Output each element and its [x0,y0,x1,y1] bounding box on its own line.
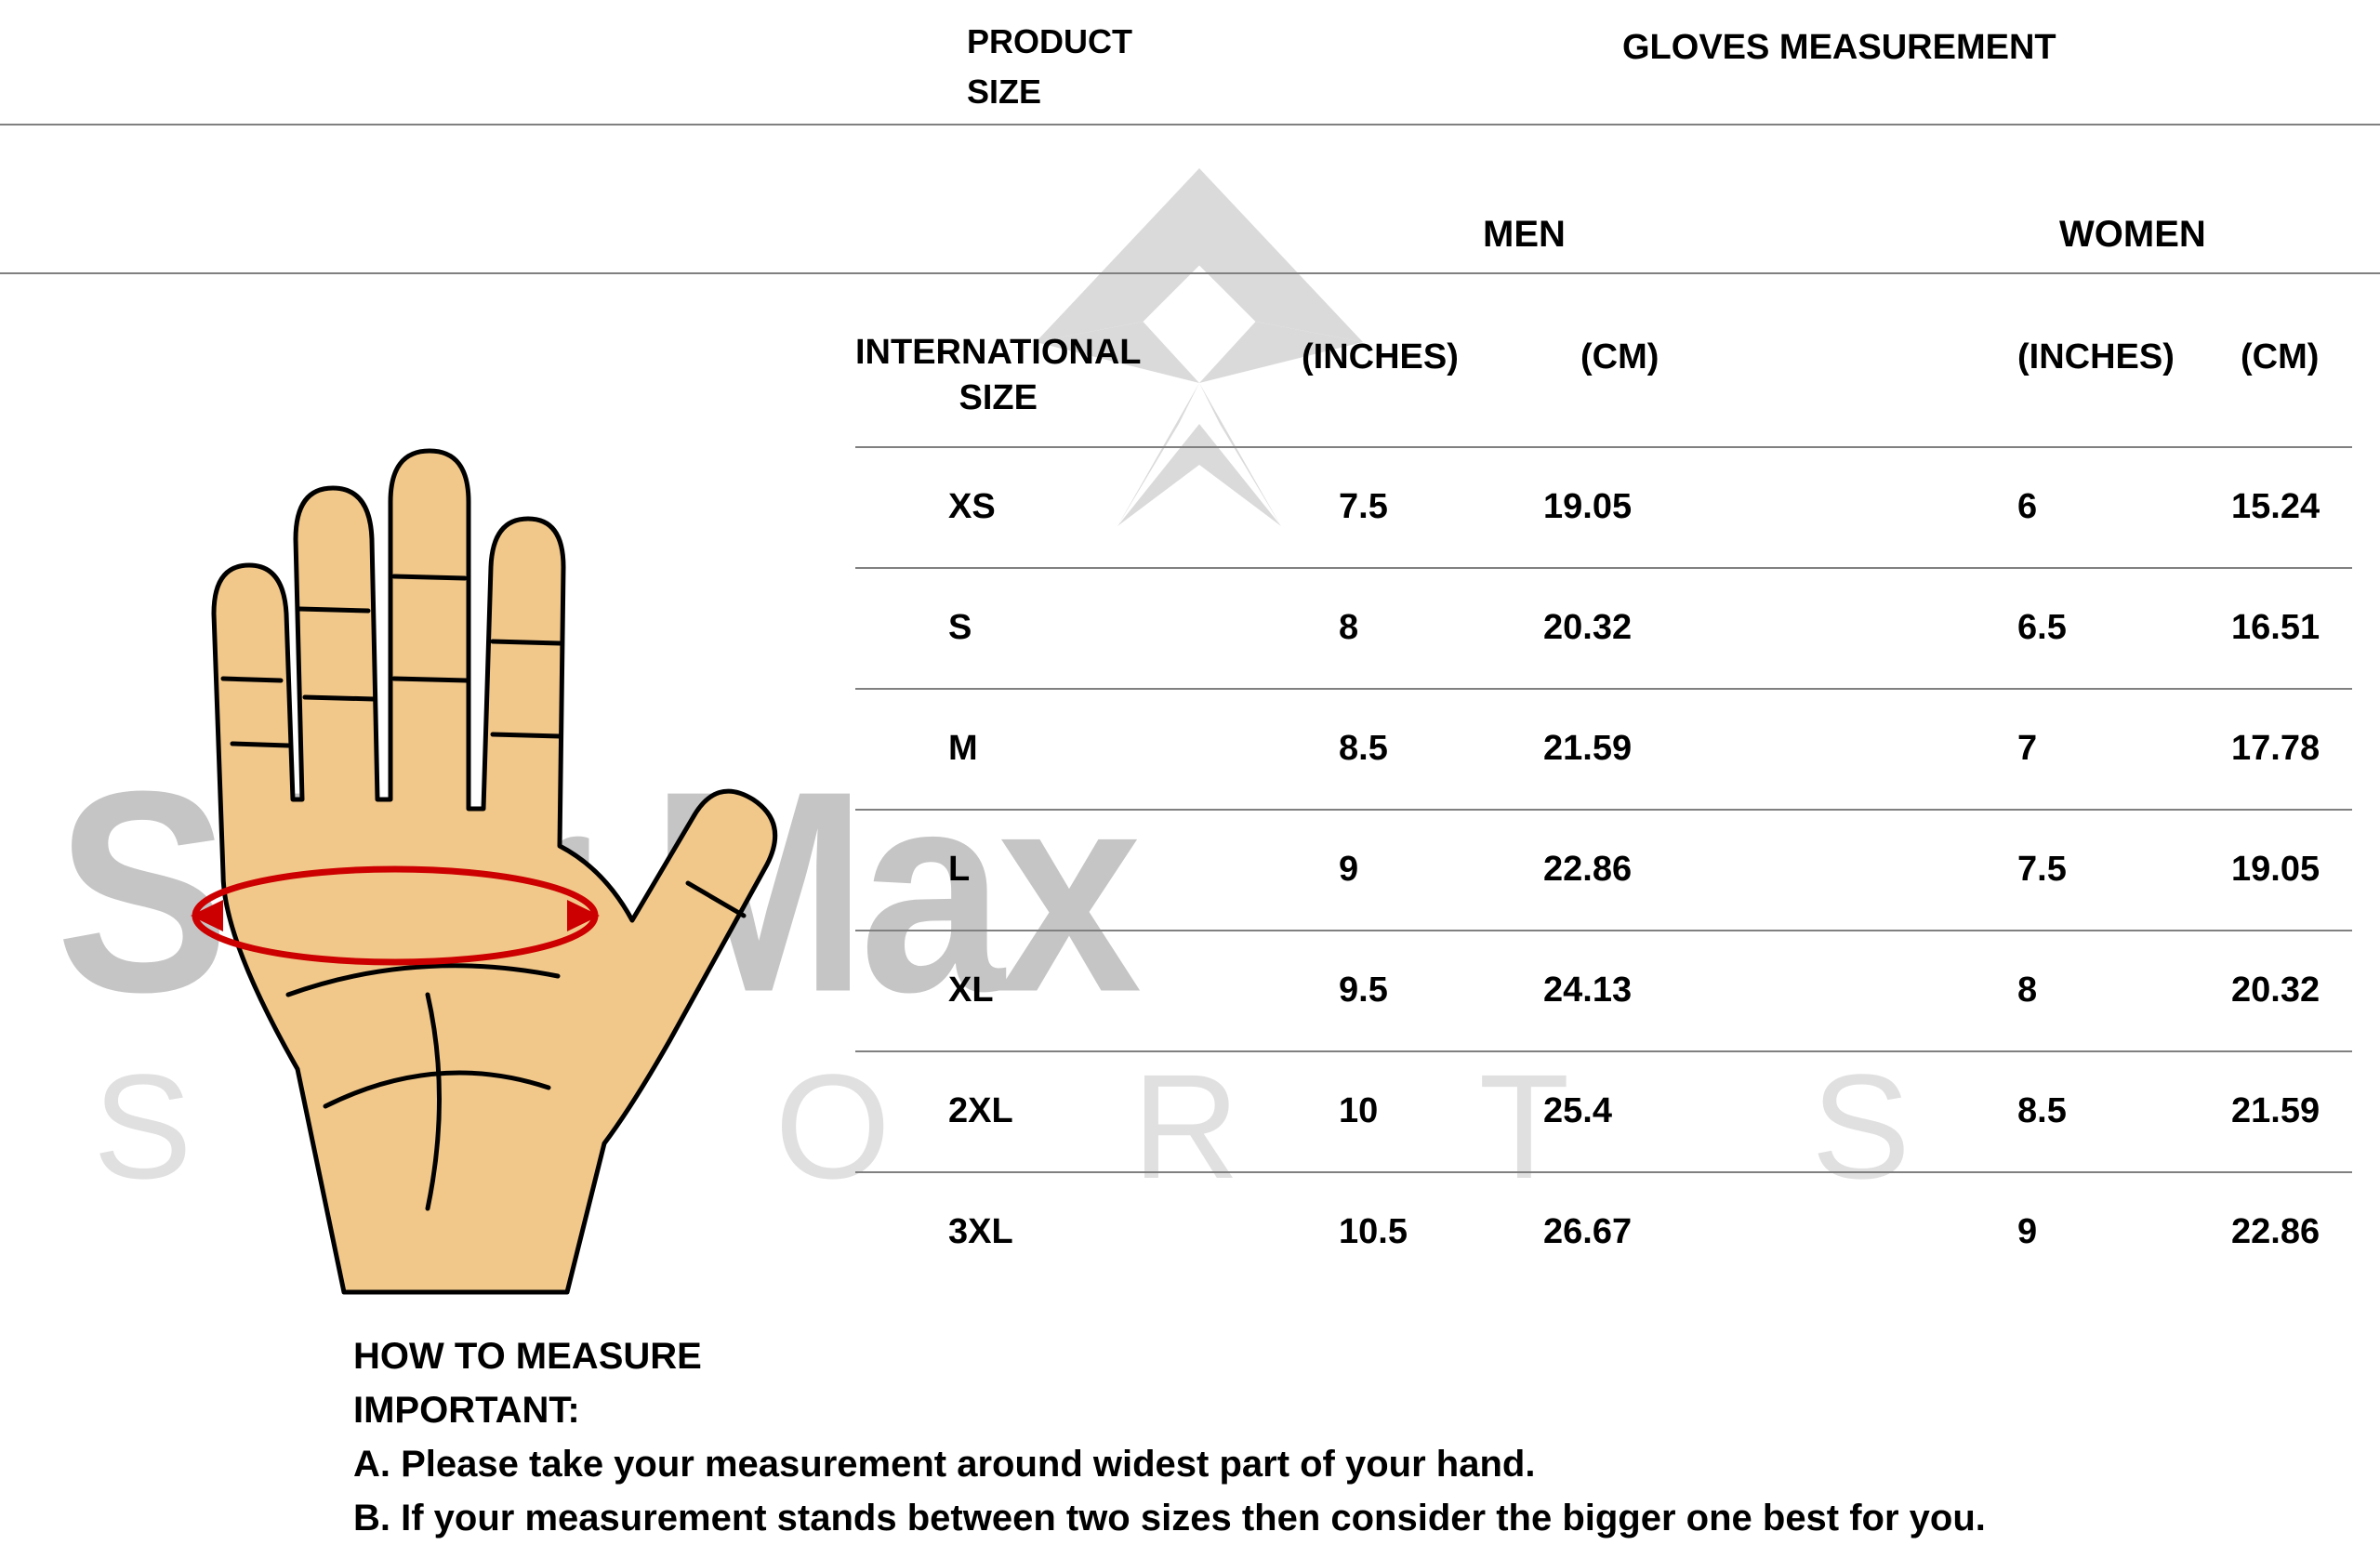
cell-women-cm: 21.59 [2231,1091,2320,1131]
instruction-line-b: B. If your measurement stands between tw… [353,1491,1986,1545]
table-row: XS 7.5 19.05 6 15.24 [855,446,2352,567]
cell-women-cm: 19.05 [2231,850,2320,890]
cell-women-inches: 9 [2017,1212,2037,1252]
women-cm-label: (CM) [2241,337,2319,377]
cell-men-inches: 9 [1339,850,1358,890]
cell-men-inches: 8 [1339,608,1358,648]
table-row: L 9 22.86 7.5 19.05 [855,809,2352,930]
cell-size: S [948,608,972,648]
cell-size: XL [948,971,994,1010]
cell-men-inches: 8.5 [1339,729,1388,769]
hand-illustration [84,400,781,1329]
cell-women-cm: 17.78 [2231,729,2320,769]
cell-women-inches: 6.5 [2017,608,2067,648]
gender-row: MEN WOMEN [0,125,2380,274]
cell-men-inches: 9.5 [1339,971,1388,1010]
size-table: XS 7.5 19.05 6 15.24 S 8 20.32 6.5 16.51… [855,446,2352,1292]
cell-women-inches: 8 [2017,971,2037,1010]
cell-women-inches: 7.5 [2017,850,2067,890]
cell-size: L [948,850,970,890]
product-label: PRODUCT [967,22,1132,60]
cell-women-cm: 22.86 [2231,1212,2320,1252]
cell-men-inches: 10 [1339,1091,1378,1131]
gloves-measurement-header: GLOVES MEASUREMENT [1622,28,2056,68]
cell-men-cm: 19.05 [1543,487,1632,527]
cell-women-inches: 8.5 [2017,1091,2067,1131]
cell-women-cm: 15.24 [2231,487,2320,527]
how-to-measure-title: HOW TO MEASURE [353,1329,1986,1383]
men-cm-label: (CM) [1580,337,1659,377]
international-size-label: INTERNATIONAL SIZE [855,330,1142,422]
cell-size: M [948,729,978,769]
table-row: 3XL 10.5 26.67 9 22.86 [855,1171,2352,1292]
women-inches-label: (INCHES) [2017,337,2175,377]
product-size-header: PRODUCT SIZE [967,17,1132,117]
women-column-header: WOMEN [2059,214,2206,256]
table-row: S 8 20.32 6.5 16.51 [855,567,2352,688]
cell-men-inches: 10.5 [1339,1212,1408,1252]
cell-men-cm: 24.13 [1543,971,1632,1010]
men-column-header: MEN [1483,214,1566,256]
header-row: PRODUCT SIZE GLOVES MEASUREMENT [0,0,2380,125]
cell-men-cm: 26.67 [1543,1212,1632,1252]
cell-men-cm: 25.4 [1543,1091,1612,1131]
table-row: 2XL 10 25.4 8.5 21.59 [855,1050,2352,1171]
instructions-block: HOW TO MEASURE IMPORTANT: A. Please take… [353,1329,1986,1545]
important-label: IMPORTANT: [353,1383,1986,1437]
cell-men-cm: 20.32 [1543,608,1632,648]
cell-women-inches: 6 [2017,487,2037,527]
men-inches-label: (INCHES) [1302,337,1459,377]
cell-women-cm: 20.32 [2231,971,2320,1010]
cell-size: XS [948,487,996,527]
cell-size: 2XL [948,1091,1013,1131]
cell-men-inches: 7.5 [1339,487,1388,527]
cell-women-inches: 7 [2017,729,2037,769]
cell-men-cm: 21.59 [1543,729,1632,769]
instruction-line-a: A. Please take your measurement around w… [353,1437,1986,1491]
cell-size: 3XL [948,1212,1013,1252]
size-label: SIZE [967,73,1041,111]
cell-men-cm: 22.86 [1543,850,1632,890]
table-row: M 8.5 21.59 7 17.78 [855,688,2352,809]
cell-women-cm: 16.51 [2231,608,2320,648]
table-row: XL 9.5 24.13 8 20.32 [855,930,2352,1050]
